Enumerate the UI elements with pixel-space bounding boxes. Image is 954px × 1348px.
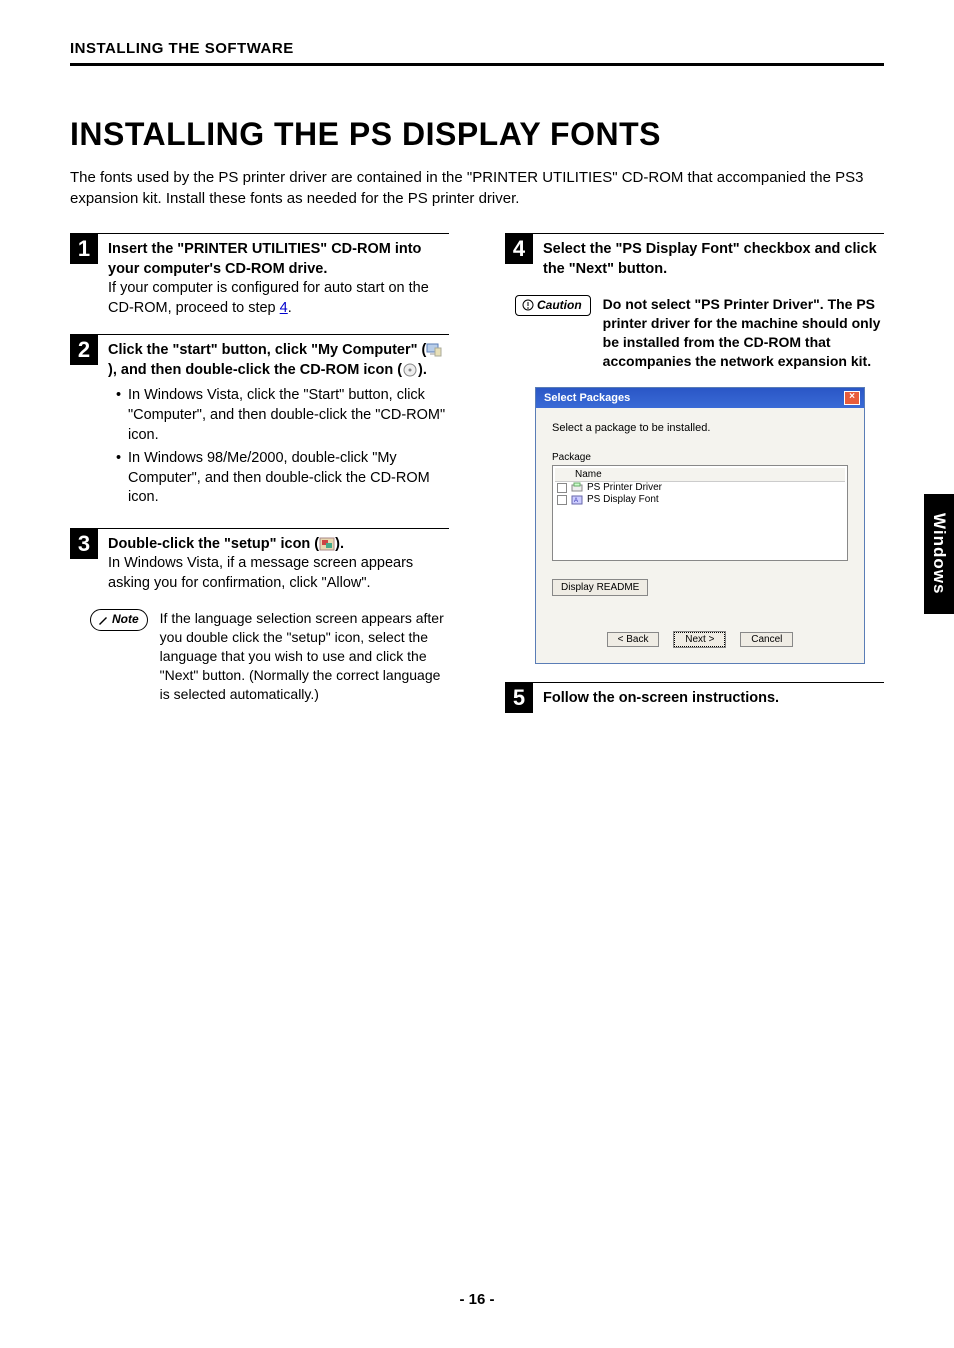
step-4-title: Select the "PS Display Font" checkbox an… [543, 241, 877, 277]
package-row[interactable]: PS Printer Driver [555, 482, 845, 494]
step-link-4[interactable]: 4 [280, 300, 288, 316]
step-3-title-b: ). [335, 536, 344, 552]
section-header: INSTALLING THE SOFTWARE [70, 40, 884, 57]
dialog-titlebar: Select Packages × [536, 388, 864, 408]
dialog-prompt: Select a package to be installed. [552, 422, 848, 434]
caution-callout: Caution Do not select "PS Printer Driver… [515, 295, 884, 371]
cdrom-icon [402, 363, 418, 377]
close-icon[interactable]: × [844, 391, 860, 405]
package-row[interactable]: A PS Display Font [555, 494, 845, 506]
step-2-bullet-2: In Windows 98/Me/2000, double-click "My … [116, 449, 449, 508]
page-number: - 16 - [0, 1291, 954, 1308]
caution-text: Do not select "PS Printer Driver". The P… [603, 295, 884, 371]
package-item-label: PS Display Font [587, 494, 659, 505]
step-number: 4 [505, 234, 533, 264]
printer-driver-icon [571, 482, 583, 494]
step-2-title-a: Click the "start" button, click "My Comp… [108, 342, 426, 358]
step-1-text-a: If your computer is configured for auto … [108, 280, 429, 316]
step-3-title-a: Double-click the "setup" icon ( [108, 536, 319, 552]
step-2-bullet-1: In Windows Vista, click the "Start" butt… [116, 386, 449, 445]
intro-paragraph: The fonts used by the PS printer driver … [70, 167, 884, 209]
step-number: 2 [70, 335, 98, 365]
page-title: INSTALLING THE PS DISPLAY FONTS [70, 116, 884, 153]
step-2: 2 Click the "start" button, click "My Co… [70, 334, 449, 512]
note-callout: Note If the language selection screen ap… [90, 609, 449, 703]
caution-label: Caution [515, 295, 591, 316]
my-computer-icon [426, 343, 442, 357]
side-tab-windows: Windows [924, 494, 954, 614]
step-number: 1 [70, 234, 98, 264]
step-3: 3 Double-click the "setup" icon (). In W… [70, 528, 449, 594]
caution-icon [522, 299, 534, 311]
svg-text:A: A [574, 498, 578, 504]
back-button[interactable]: < Back [607, 632, 660, 647]
checkbox-icon[interactable] [557, 495, 567, 505]
step-1-title: Insert the "PRINTER UTILITIES" CD-ROM in… [108, 241, 421, 277]
step-number: 3 [70, 529, 98, 559]
step-3-text: In Windows Vista, if a message screen ap… [108, 555, 413, 591]
step-5-title: Follow the on-screen instructions. [543, 690, 779, 706]
next-button[interactable]: Next > [674, 632, 725, 647]
pencil-icon [97, 614, 109, 626]
header-rule [70, 63, 884, 66]
note-label: Note [90, 609, 148, 630]
right-column: 4 Select the "PS Display Font" checkbox … [505, 233, 884, 729]
step-1: 1 Insert the "PRINTER UTILITIES" CD-ROM … [70, 233, 449, 318]
package-listbox: Name PS Printer Driver A PS Display Font [552, 465, 848, 561]
cancel-button[interactable]: Cancel [740, 632, 793, 647]
step-2-title-c: ). [418, 362, 427, 378]
left-column: 1 Insert the "PRINTER UTILITIES" CD-ROM … [70, 233, 449, 729]
note-text: If the language selection screen appears… [160, 609, 449, 703]
checkbox-icon[interactable] [557, 483, 567, 493]
step-2-title-b: ), and then double-click the CD-ROM icon… [108, 362, 402, 378]
step-4: 4 Select the "PS Display Font" checkbox … [505, 233, 884, 279]
display-font-icon: A [571, 494, 583, 506]
select-packages-dialog: Select Packages × Select a package to be… [535, 387, 865, 664]
package-item-label: PS Printer Driver [587, 482, 662, 493]
package-group-label: Package [552, 452, 848, 463]
list-header-name: Name [555, 468, 845, 482]
step-1-text-b: . [288, 300, 292, 316]
display-readme-button[interactable]: Display README [552, 579, 648, 596]
setup-icon [319, 537, 335, 551]
dialog-title: Select Packages [544, 392, 630, 404]
step-5: 5 Follow the on-screen instructions. [505, 682, 884, 713]
step-number: 5 [505, 683, 533, 713]
